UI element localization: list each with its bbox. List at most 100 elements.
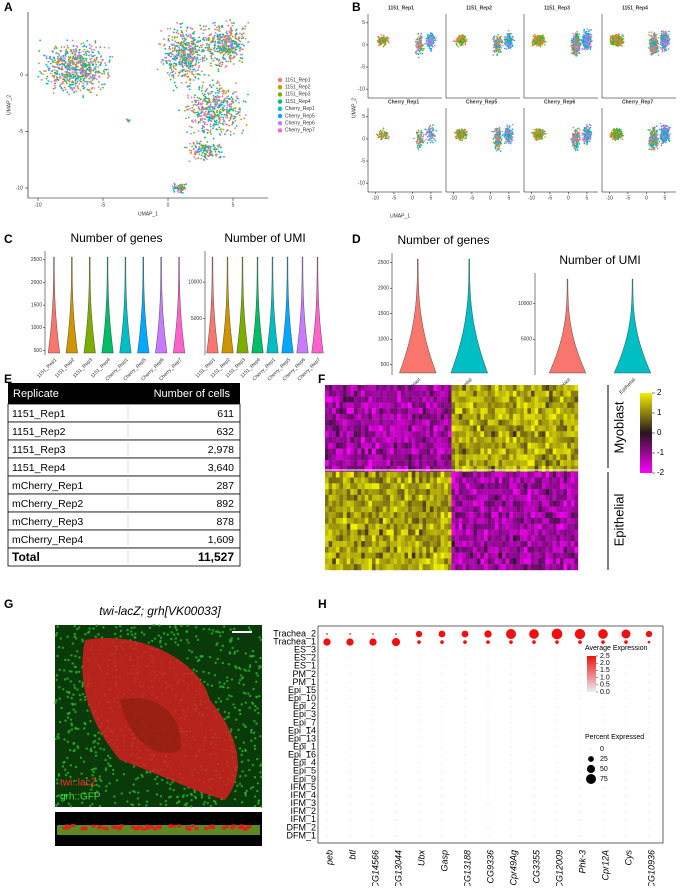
legend-swatch: [278, 114, 282, 118]
cell-point: [544, 44, 546, 46]
cell-point: [621, 45, 623, 47]
cell-point: [237, 111, 239, 113]
cell-point: [650, 41, 652, 43]
cell-point: [580, 44, 582, 46]
cell-point: [415, 41, 417, 43]
cell-point: [209, 50, 211, 52]
panel-label: G: [4, 597, 13, 611]
cell-point: [181, 189, 183, 191]
cell-point: [96, 94, 98, 96]
cell-point: [92, 79, 94, 81]
cell-point: [208, 39, 210, 41]
cell-point: [177, 30, 179, 32]
cell-point: [572, 50, 574, 52]
cell-point: [462, 41, 464, 43]
cell-point: [100, 61, 102, 63]
cell-point: [91, 45, 93, 47]
cell-point: [65, 81, 67, 83]
cell-point: [247, 94, 249, 96]
cell-point: [504, 42, 506, 44]
cell-point: [86, 40, 88, 42]
cell-point: [176, 187, 178, 189]
cell-point: [55, 87, 57, 89]
cell-point: [172, 50, 174, 52]
cell-point: [198, 100, 200, 102]
cell-point: [54, 59, 56, 61]
cell-point: [107, 74, 109, 76]
cell-point: [234, 56, 236, 58]
cell-point: [202, 125, 204, 127]
cell-point: [197, 157, 199, 159]
cell-point: [418, 42, 420, 44]
cell-point: [77, 81, 79, 83]
cell-point: [54, 69, 56, 71]
cell-point: [214, 24, 216, 26]
cell-point: [184, 53, 186, 55]
cell-point: [211, 54, 213, 56]
cell-point: [195, 51, 197, 53]
cell-point: [425, 38, 427, 40]
cell-point: [219, 38, 221, 40]
cell-point: [226, 109, 228, 111]
cell-point: [578, 34, 580, 36]
cell-point: [510, 47, 512, 49]
cell-point: [430, 36, 432, 38]
cell-point: [53, 66, 55, 68]
cell-point: [235, 110, 237, 112]
cell-point: [221, 64, 223, 66]
cell-point: [228, 41, 230, 43]
cell-point: [199, 47, 201, 49]
cell-point: [432, 36, 434, 38]
cell-point: [197, 54, 199, 56]
cell-point: [221, 131, 223, 133]
cell-point: [186, 76, 188, 78]
cell-point: [210, 126, 212, 128]
cell-point: [387, 40, 389, 42]
cell-point: [657, 47, 659, 49]
cell-point: [206, 101, 208, 103]
cell-point: [195, 158, 197, 160]
cell-point: [221, 114, 223, 116]
cell-point: [88, 81, 90, 83]
cell-point: [229, 19, 231, 21]
cell-point: [69, 60, 71, 62]
cell-point: [213, 145, 215, 147]
cell-point: [622, 40, 624, 42]
cell-point: [579, 52, 581, 54]
cell-point: [103, 71, 105, 73]
cell-point: [162, 63, 164, 65]
cell-point: [204, 55, 206, 57]
cell-point: [55, 72, 57, 74]
cell-point: [586, 36, 588, 38]
cell-point: [51, 59, 53, 61]
cell-point: [184, 146, 186, 148]
cell-point: [50, 81, 52, 83]
cell-point: [89, 62, 91, 64]
cell-point: [185, 48, 187, 50]
cell-point: [193, 156, 195, 158]
cell-point: [183, 53, 185, 55]
cell-point: [169, 56, 171, 58]
cell-point: [68, 86, 70, 88]
cell-point: [43, 70, 45, 72]
cell-point: [617, 38, 619, 40]
cell-point: [225, 93, 227, 95]
cell-point: [82, 46, 84, 48]
cell-point: [172, 39, 174, 41]
cell-point: [215, 128, 217, 130]
cell-point: [67, 79, 69, 81]
cell-point: [213, 111, 215, 113]
cell-point: [172, 47, 174, 49]
cell-point: [66, 39, 68, 41]
cell-point: [615, 44, 617, 46]
cell-point: [83, 69, 85, 71]
cell-point: [216, 64, 218, 66]
cell-point: [233, 133, 235, 135]
y-axis-label: UMAP_2: [6, 95, 12, 115]
cell-point: [215, 92, 217, 94]
cell-point: [172, 74, 174, 76]
cell-point: [98, 52, 100, 54]
cell-point: [188, 63, 190, 65]
cell-point: [64, 76, 66, 78]
cell-point: [234, 118, 236, 120]
